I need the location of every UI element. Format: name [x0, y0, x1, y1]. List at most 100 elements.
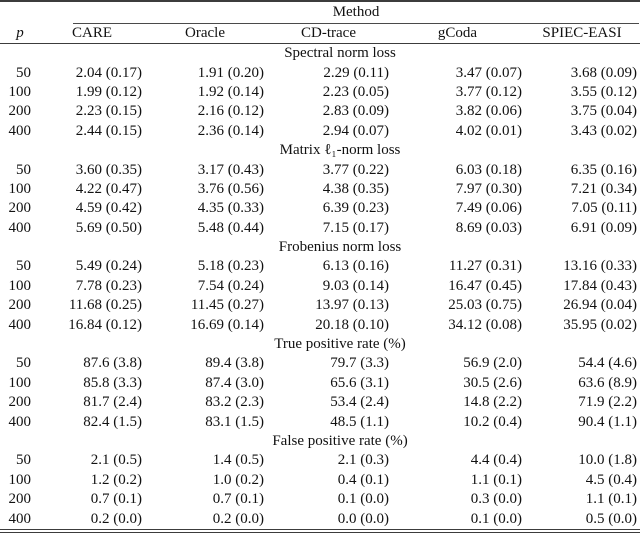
cell-value: 35.95 (0.02)	[563, 316, 638, 333]
section-header-row: Matrix ℓ₁-norm loss	[0, 141, 640, 160]
cell-value: 3.60 (0.35)	[75, 161, 142, 178]
cell-value: 7.97 (0.30)	[455, 180, 522, 197]
section-title: False positive rate (%)	[272, 433, 408, 449]
cell-value: 7.05 (0.11)	[571, 200, 638, 217]
section-row-spacer	[0, 238, 40, 257]
table-row: 50 2.1 (0.5) 1.4 (0.5) 2.1 (0.3) 4.4 (0.4) 10…	[0, 451, 640, 470]
p-value: 100	[8, 180, 32, 197]
cell-value: 2.36 (0.14)	[197, 122, 264, 139]
cell-value: 3.68 (0.09)	[570, 64, 638, 81]
section-title: Frobenius norm loss	[278, 239, 402, 256]
cell-value: 0.1 (0.0)	[337, 491, 389, 508]
cell-value: 11.27 (0.31)	[448, 258, 522, 275]
p-value: 200	[8, 200, 32, 217]
cell-value: 4.59 (0.42)	[75, 200, 142, 217]
cell-value: 34.12 (0.08)	[448, 316, 522, 333]
section-header-row: False positive rate (%)	[0, 432, 640, 451]
table-row: 50 3.60 (0.35) 3.17 (0.43) 3.77 (0.22) 6.03 …	[0, 160, 640, 179]
p-value: 200	[8, 297, 32, 314]
cell-value: 1.99 (0.12)	[75, 83, 142, 100]
cell-value: 5.69 (0.50)	[75, 219, 142, 236]
cell-value: 89.4 (3.8)	[205, 355, 264, 372]
cell-value: 81.7 (2.4)	[83, 394, 142, 411]
cell-value: 71.9 (2.2)	[578, 394, 638, 411]
table-row: 200 4.59 (0.42) 4.35 (0.33) 6.39 (0.23) 7.49…	[0, 199, 640, 218]
cell-value: 3.17 (0.43)	[197, 161, 264, 178]
table-row: 50 5.49 (0.24) 5.18 (0.23) 6.13 (0.16) 11.27…	[0, 257, 640, 276]
p-value: 50	[16, 64, 31, 81]
cell-value: 6.35 (0.16)	[570, 161, 638, 178]
cell-value: 7.78 (0.23)	[75, 277, 142, 294]
cell-value: 7.54 (0.24)	[197, 277, 264, 294]
cell-value: 5.48 (0.44)	[197, 219, 264, 236]
section-header-row: Spectral norm loss	[0, 44, 640, 64]
p-value: 200	[8, 394, 32, 411]
cell-value: 10.0 (1.8)	[578, 452, 638, 469]
column-header-cd-trace: CD-trace	[266, 24, 391, 44]
cell-value: 1.4 (0.5)	[212, 452, 264, 469]
cell-value: 83.2 (2.3)	[205, 394, 264, 411]
p-value: 50	[16, 355, 31, 372]
section-title: Matrix ℓ₁-norm loss	[279, 142, 401, 159]
section-row-spacer	[0, 44, 40, 64]
cell-value: 0.1 (0.0)	[470, 510, 522, 527]
table-row: 200 81.7 (2.4) 83.2 (2.3) 53.4 (2.4) 14.8 (2…	[0, 393, 640, 412]
cell-value: 4.35 (0.33)	[197, 200, 264, 217]
p-value: 400	[8, 316, 32, 333]
p-value: 400	[8, 122, 32, 139]
section-title: Spectral norm loss	[284, 45, 396, 62]
cell-value: 2.23 (0.05)	[322, 83, 389, 100]
table-row: 400 82.4 (1.5) 83.1 (1.5) 48.5 (1.1) 10.2 (0…	[0, 412, 640, 431]
table-row: 200 11.68 (0.25) 11.45 (0.27) 13.97 (0.13) 2…	[0, 296, 640, 315]
cell-value: 0.2 (0.0)	[212, 510, 264, 527]
p-value: 400	[8, 510, 32, 527]
cell-value: 30.5 (2.6)	[463, 374, 522, 391]
method-row-spacer	[0, 1, 40, 24]
cell-value: 2.1 (0.3)	[337, 452, 389, 469]
cell-value: 1.91 (0.20)	[197, 64, 264, 81]
p-value: 400	[8, 413, 32, 430]
cell-value: 17.84 (0.43)	[563, 277, 638, 294]
cell-value: 10.2 (0.4)	[463, 413, 522, 430]
cell-value: 16.69 (0.14)	[190, 316, 264, 333]
table-row: 100 85.8 (3.3) 87.4 (3.0) 65.6 (3.1) 30.5 (2…	[0, 374, 640, 393]
cell-value: 11.45 (0.27)	[190, 297, 264, 314]
cell-value: 82.4 (1.5)	[83, 413, 142, 430]
cell-value: 3.43 (0.02)	[570, 122, 638, 139]
cell-value: 8.69 (0.03)	[455, 219, 522, 236]
cell-value: 7.21 (0.34)	[570, 180, 638, 197]
cell-value: 2.04 (0.17)	[75, 64, 142, 81]
cell-value: 4.38 (0.35)	[322, 180, 389, 197]
cell-value: 87.4 (3.0)	[205, 374, 264, 391]
cell-value: 2.16 (0.12)	[197, 103, 264, 120]
cell-value: 11.68 (0.25)	[68, 297, 142, 314]
cell-value: 83.1 (1.5)	[205, 413, 264, 430]
cell-value: 14.8 (2.2)	[463, 394, 522, 411]
column-header-gcoda: gCoda	[391, 24, 524, 44]
section-title: True positive rate (%)	[274, 336, 406, 353]
cell-value: 5.18 (0.23)	[197, 258, 264, 275]
cell-value: 9.03 (0.14)	[322, 277, 389, 294]
cell-value: 0.3 (0.0)	[470, 491, 522, 508]
cell-value: 13.97 (0.13)	[315, 297, 389, 314]
table-row: 50 87.6 (3.8) 89.4 (3.8) 79.7 (3.3) 56.9 (2.…	[0, 354, 640, 373]
cell-value: 87.6 (3.8)	[83, 355, 142, 372]
cell-value: 4.5 (0.4)	[585, 471, 638, 488]
cell-value: 0.5 (0.0)	[585, 510, 638, 527]
cell-value: 90.4 (1.1)	[578, 413, 638, 430]
p-value: 100	[8, 277, 32, 294]
section-row-spacer	[0, 432, 40, 451]
table-row: 100 1.99 (0.12) 1.92 (0.14) 2.23 (0.05) 3.77…	[0, 83, 640, 102]
p-value: 50	[16, 452, 31, 469]
cell-value: 0.7 (0.1)	[212, 491, 264, 508]
table-row: 400 16.84 (0.12) 16.69 (0.14) 20.18 (0.10) 3…	[0, 315, 640, 334]
cell-value: 3.47 (0.07)	[455, 64, 522, 81]
cell-value: 1.2 (0.2)	[90, 471, 142, 488]
cell-value: 3.76 (0.56)	[197, 180, 264, 197]
table-row: 200 0.7 (0.1) 0.7 (0.1) 0.1 (0.0) 0.3 (0.0) 1…	[0, 490, 640, 509]
table-head: Method p CARE Oracle CD-trace gCoda SPIEC-EA…	[0, 1, 640, 44]
cell-value: 3.82 (0.06)	[455, 103, 522, 120]
cell-value: 3.77 (0.12)	[455, 83, 522, 100]
cell-value: 7.49 (0.06)	[455, 200, 522, 217]
